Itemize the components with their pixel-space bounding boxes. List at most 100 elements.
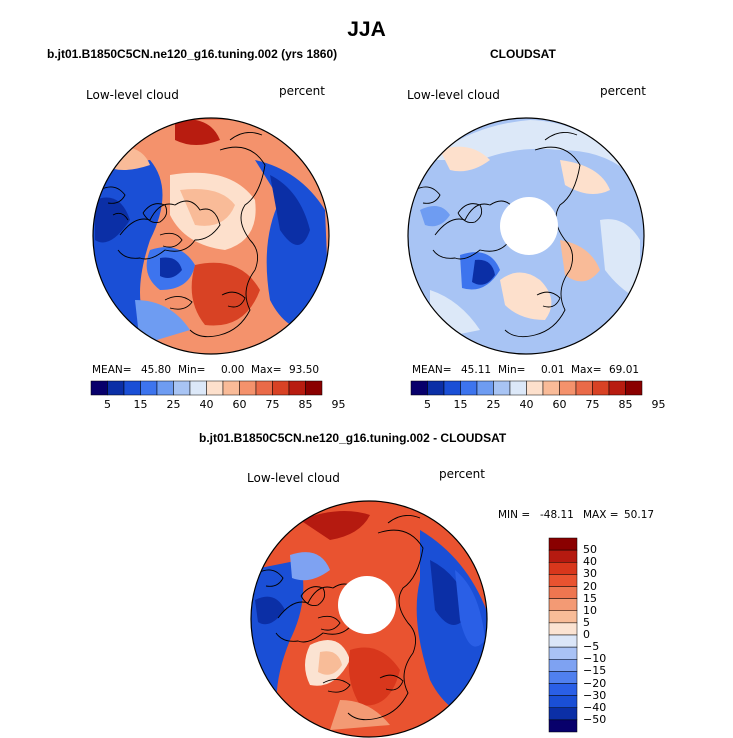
colorbar-tick-label: −15 <box>583 664 607 678</box>
panel2-variable-label: Low-level cloud <box>407 88 500 102</box>
panel2-mean-label: MEAN= <box>412 364 452 376</box>
colorbar-tick-label: 40 <box>199 398 214 411</box>
panel2-max-value: 69.01 <box>609 364 640 376</box>
colorbar-tick-label: −5 <box>583 640 600 654</box>
colorbar-tick-label: 40 <box>583 555 597 569</box>
panel3-map <box>250 500 488 738</box>
colorbar-swatch <box>548 562 578 575</box>
colorbar-swatch <box>592 380 610 396</box>
figure-title: JJA <box>347 18 386 41</box>
colorbar-swatch <box>255 380 273 396</box>
colorbar-tick-label: 20 <box>583 579 597 593</box>
colorbar-swatch <box>443 380 461 396</box>
colorbar-swatch <box>272 380 290 396</box>
colorbar-swatch <box>410 380 428 396</box>
colorbar-swatch <box>239 380 257 396</box>
panel2-units-label: percent <box>600 84 646 98</box>
colorbar-swatch <box>548 671 578 684</box>
panel3-max-label: MAX = <box>583 509 619 521</box>
panel3-variable-label: Low-level cloud <box>247 471 340 485</box>
panel1-max-value: 93.50 <box>289 364 320 376</box>
colorbar-tick-label: 95 <box>331 398 346 411</box>
colorbar-tick-label: 50 <box>583 543 597 557</box>
colorbar-tick-label: 85 <box>298 398 313 411</box>
colorbar-tick-label: 85 <box>618 398 633 411</box>
panel1-mean-label: MEAN= <box>92 364 132 376</box>
colorbar-swatch <box>107 380 125 396</box>
colorbar-swatch <box>548 610 578 624</box>
panel1-colorbar <box>90 380 323 396</box>
colorbar-swatch <box>559 380 577 396</box>
colorbar-swatch <box>427 380 445 396</box>
colorbar-swatch <box>173 380 191 396</box>
panel2-map <box>407 117 645 355</box>
panel1-min-label: Min= <box>178 364 206 376</box>
colorbar-swatch <box>288 380 306 396</box>
colorbar-swatch <box>625 380 643 396</box>
panel2-mean-value: 45.11 <box>461 364 492 376</box>
panel2-colorbar <box>410 380 643 396</box>
colorbar-tick-label: 15 <box>133 398 148 411</box>
colorbar-swatch <box>222 380 240 396</box>
colorbar-swatch <box>548 659 578 672</box>
colorbar-tick-label: 30 <box>583 567 597 581</box>
panel2-title: CLOUDSAT <box>490 47 556 61</box>
panel3-units-label: percent <box>439 467 485 481</box>
colorbar-swatch <box>548 598 578 611</box>
panel3-min-value: -48.11 <box>540 509 574 521</box>
colorbar-swatch <box>305 380 323 396</box>
colorbar-tick-label: −10 <box>583 652 607 666</box>
colorbar-swatch <box>156 380 174 396</box>
colorbar-swatch <box>123 380 141 396</box>
colorbar-tick-label: −40 <box>583 700 607 714</box>
panel3-min-label: MIN = <box>498 509 531 521</box>
colorbar-tick-label: 15 <box>583 591 597 605</box>
panel2-max-label: Max= <box>571 364 602 376</box>
colorbar-swatch <box>548 683 578 696</box>
colorbar-swatch <box>548 549 578 563</box>
panel1-variable-label: Low-level cloud <box>86 88 179 102</box>
panel1-min-value: 0.00 <box>221 364 245 376</box>
colorbar-swatch <box>548 574 578 587</box>
colorbar-swatch <box>548 719 578 733</box>
panel1-max-label: Max= <box>251 364 282 376</box>
colorbar-swatch <box>548 622 578 636</box>
colorbar-tick-label: 40 <box>519 398 534 411</box>
colorbar-tick-label: −30 <box>583 688 607 702</box>
panel1-map <box>92 117 330 355</box>
colorbar-tick-label: 5 <box>424 398 431 411</box>
colorbar-swatch <box>526 380 544 396</box>
colorbar-swatch <box>608 380 626 396</box>
colorbar-tick-label: −20 <box>583 676 607 690</box>
colorbar-swatch <box>548 646 578 660</box>
colorbar-swatch <box>476 380 494 396</box>
colorbar-swatch <box>575 380 593 396</box>
panel3-max-value: 50.17 <box>624 509 655 521</box>
colorbar-swatch <box>493 380 511 396</box>
colorbar-tick-label: 0 <box>583 628 590 641</box>
colorbar-tick-label: 15 <box>453 398 468 411</box>
colorbar-tick-label: 5 <box>104 398 111 411</box>
colorbar-tick-label: −50 <box>583 712 607 726</box>
colorbar-swatch <box>509 380 527 396</box>
colorbar-tick-label: 10 <box>583 603 597 617</box>
panel1-units-label: percent <box>279 84 325 98</box>
colorbar-swatch <box>548 695 578 708</box>
panel3-colorbar <box>548 537 578 733</box>
panel1-mean-value: 45.80 <box>141 364 172 376</box>
colorbar-swatch <box>548 537 578 551</box>
colorbar-tick-label: 60 <box>232 398 247 411</box>
panel1-title: b.jt01.B1850C5CN.ne120_g16.tuning.002 (y… <box>47 47 338 61</box>
colorbar-swatch <box>189 380 207 396</box>
colorbar-tick-label: 75 <box>265 398 280 411</box>
colorbar-swatch <box>548 586 578 599</box>
colorbar-tick-label: 60 <box>552 398 567 411</box>
colorbar-tick-label: 5 <box>583 615 590 629</box>
colorbar-swatch <box>542 380 560 396</box>
colorbar-tick-label: 75 <box>585 398 600 411</box>
panel3-title: b.jt01.B1850C5CN.ne120_g16.tuning.002 - … <box>199 431 507 445</box>
colorbar-tick-label: 25 <box>486 398 501 411</box>
colorbar-tick-label: 95 <box>651 398 666 411</box>
